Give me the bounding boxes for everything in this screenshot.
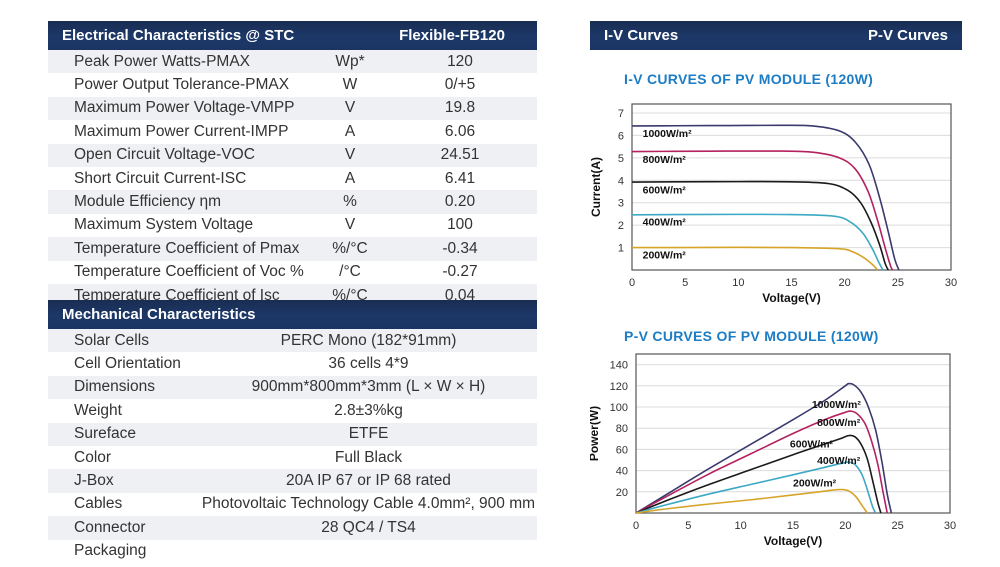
- svg-text:25: 25: [892, 520, 904, 532]
- svg-text:200W/m²: 200W/m²: [793, 478, 837, 490]
- svg-text:0: 0: [633, 520, 639, 532]
- svg-text:1000W/m²: 1000W/m²: [812, 399, 862, 411]
- svg-text:800W/m²: 800W/m²: [643, 154, 687, 166]
- svg-text:30: 30: [945, 277, 957, 289]
- svg-text:6: 6: [618, 130, 624, 142]
- svg-text:140: 140: [610, 360, 628, 372]
- svg-text:4: 4: [618, 175, 624, 187]
- svg-text:400W/m²: 400W/m²: [817, 455, 861, 467]
- svg-text:10: 10: [732, 277, 744, 289]
- svg-text:2: 2: [618, 220, 624, 232]
- svg-text:800W/m²: 800W/m²: [817, 417, 861, 429]
- svg-text:400W/m²: 400W/m²: [643, 217, 687, 229]
- svg-text:600W/m²: 600W/m²: [790, 438, 834, 450]
- svg-text:1000W/m²: 1000W/m²: [643, 128, 693, 140]
- svg-text:15: 15: [785, 277, 797, 289]
- svg-text:0: 0: [629, 277, 635, 289]
- svg-text:Current(A): Current(A): [590, 157, 603, 217]
- svg-text:100: 100: [610, 402, 628, 414]
- svg-text:80: 80: [616, 423, 628, 435]
- svg-text:5: 5: [685, 520, 691, 532]
- svg-text:20: 20: [616, 487, 628, 499]
- svg-text:Voltage(V): Voltage(V): [762, 291, 820, 305]
- svg-text:5: 5: [618, 153, 624, 165]
- svg-text:200W/m²: 200W/m²: [643, 249, 687, 261]
- svg-text:10: 10: [735, 520, 747, 532]
- svg-text:15: 15: [787, 520, 799, 532]
- svg-text:600W/m²: 600W/m²: [643, 184, 687, 196]
- svg-text:1: 1: [618, 243, 624, 255]
- svg-text:60: 60: [616, 444, 628, 456]
- svg-text:20: 20: [839, 277, 851, 289]
- svg-text:3: 3: [618, 198, 624, 210]
- svg-text:Voltage(V): Voltage(V): [764, 534, 822, 548]
- svg-text:120: 120: [610, 381, 628, 393]
- svg-text:5: 5: [682, 277, 688, 289]
- svg-text:40: 40: [616, 466, 628, 478]
- svg-text:7: 7: [618, 108, 624, 120]
- svg-text:30: 30: [944, 520, 956, 532]
- svg-text:Power(W): Power(W): [590, 406, 601, 461]
- svg-text:20: 20: [839, 520, 851, 532]
- svg-text:25: 25: [892, 277, 904, 289]
